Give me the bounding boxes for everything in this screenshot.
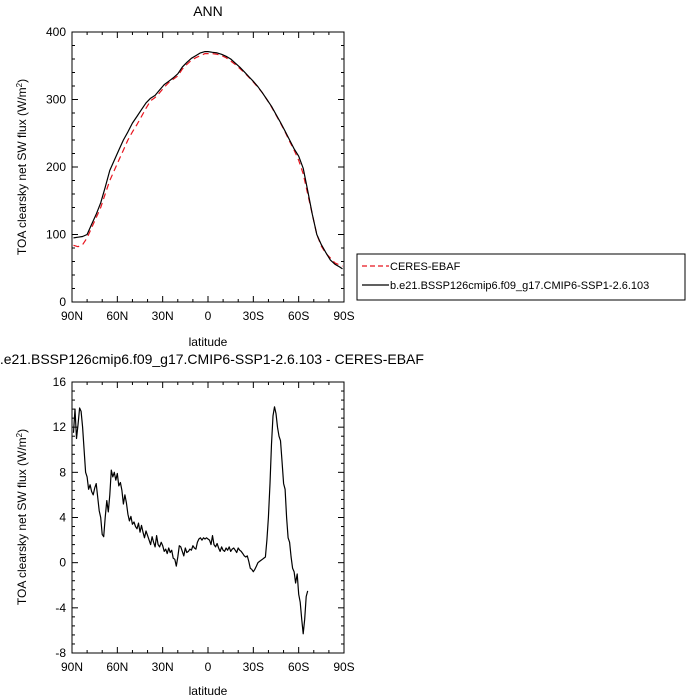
bottom-chart-y-axis-title: TOA clearsky net SW flux (W/m2) <box>15 429 30 605</box>
top-chart-x-tick-label: 0 <box>205 309 212 323</box>
top-chart-x-tick-label: 90N <box>61 309 83 323</box>
bottom-chart-x-tick-label: 30N <box>152 660 174 674</box>
bottom-chart-x-tick-label: 60S <box>288 660 309 674</box>
top-chart-x-axis-title: latitude <box>189 335 228 349</box>
bottom-chart-x-tick-label: 0 <box>205 660 212 674</box>
bottom-chart-series-line-0 <box>72 406 309 635</box>
bottom-chart-y-axis-title-main: TOA clearsky net SW flux (W/m <box>15 437 29 605</box>
legend-label-ceres-ebaf: CERES-EBAF <box>390 261 461 273</box>
bottom-chart-series <box>72 406 309 635</box>
bottom-chart-y-tick-label: 12 <box>53 420 67 434</box>
top-chart-y-tick-label: 400 <box>46 25 66 39</box>
bottom-chart-title: b.e21.BSSP126cmip6.f09_g17.CMIP6-SSP1-2.… <box>0 351 424 367</box>
bottom-chart-x-tick-label: 30S <box>243 660 264 674</box>
top-chart-x-tick-label: 60S <box>288 309 309 323</box>
bottom-chart-x-axis-title: latitude <box>189 684 228 698</box>
top-chart-x-tick-label: 30N <box>152 309 174 323</box>
top-chart-y-axis-title-superscript: 2 <box>15 82 24 87</box>
top-chart-panel: ANN 90N 60N 30N 0 30S 60S 90S 0 100 200 300 400 la… <box>15 3 686 349</box>
top-chart-series-line-1 <box>73 51 343 270</box>
legend-label-model: b.e21.BSSP126cmip6.f09_g17.CMIP6-SSP1-2.… <box>390 280 649 292</box>
bottom-chart-x-tick-label: 90S <box>333 660 354 674</box>
top-chart-y-axis-title: TOA clearsky net SW flux (W/m2) <box>15 79 30 255</box>
top-chart-series-line-0 <box>73 53 343 267</box>
top-chart-y-axis-title-close: ) <box>15 79 29 83</box>
top-chart-y-tick-label: 0 <box>59 295 66 309</box>
top-chart-y-axis-title-main: TOA clearsky net SW flux (W/m <box>15 87 29 255</box>
top-chart-x-tick-label: 90S <box>333 309 354 323</box>
bottom-chart-y-axis-title-superscript: 2 <box>15 432 24 437</box>
top-chart-plot-frame <box>71 31 345 303</box>
legend-box <box>356 253 686 301</box>
bottom-chart-x-tick-label: 90N <box>61 660 83 674</box>
top-chart-y-tick-label: 100 <box>46 228 66 242</box>
bottom-chart-y-tick-label: 16 <box>53 375 67 389</box>
bottom-chart-y-tick-label: -4 <box>55 601 66 615</box>
top-chart-y-tick-label: 200 <box>46 160 66 174</box>
bottom-chart-x-tick-label: 60N <box>106 660 128 674</box>
bottom-chart-y-tick-label: 8 <box>59 465 66 479</box>
bottom-chart-panel: b.e21.BSSP126cmip6.f09_g17.CMIP6-SSP1-2.… <box>0 351 424 698</box>
bottom-chart-x-tick-labels: 90N 60N 30N 0 30S 60S 90S <box>61 660 355 674</box>
bottom-chart-y-tick-labels: -8 -4 0 4 8 12 16 <box>53 375 67 660</box>
top-chart-series <box>73 51 343 270</box>
top-chart-title: ANN <box>193 3 223 19</box>
top-chart-y-tick-labels: 0 100 200 300 400 <box>46 25 66 309</box>
bottom-chart-y-tick-label: 0 <box>59 556 66 570</box>
top-chart-y-tick-label: 300 <box>46 93 66 107</box>
bottom-chart-y-axis-title-close: ) <box>15 429 29 433</box>
legend: CERES-EBAF b.e21.BSSP126cmip6.f09_g17.CM… <box>356 253 686 301</box>
top-chart-x-tick-label: 60N <box>106 309 128 323</box>
bottom-chart-y-tick-label: 4 <box>59 511 66 525</box>
bottom-chart-ticks <box>71 381 345 654</box>
top-chart-x-tick-labels: 90N 60N 30N 0 30S 60S 90S <box>61 309 355 323</box>
bottom-chart-y-tick-label: -8 <box>55 646 66 660</box>
top-chart-x-tick-label: 30S <box>243 309 264 323</box>
bottom-chart-plot-frame <box>71 381 345 654</box>
